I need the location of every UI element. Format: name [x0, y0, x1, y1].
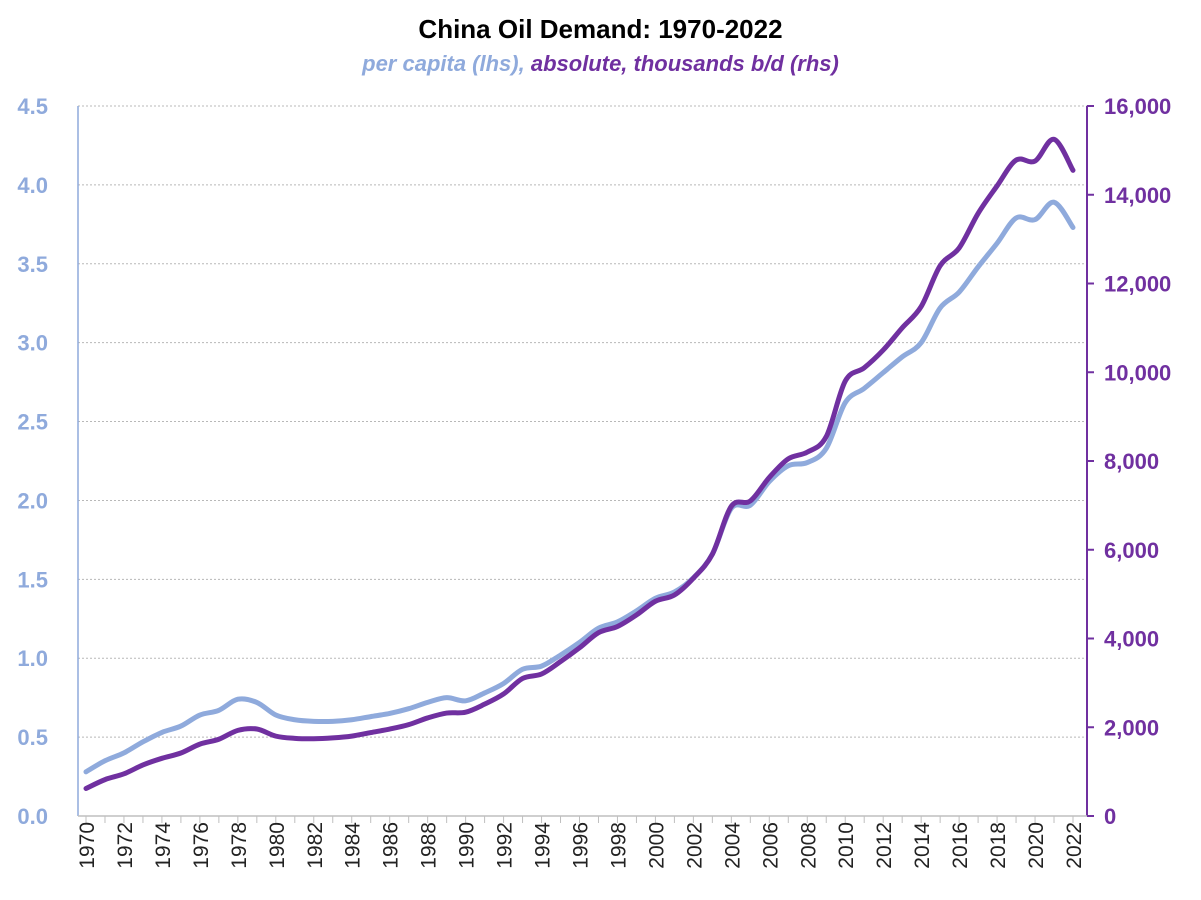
x-tick-label: 1996	[570, 822, 593, 869]
y-right-tick-label: 6,000	[1104, 538, 1159, 563]
x-tick-label: 1980	[266, 822, 289, 869]
x-tick-label: 2010	[835, 822, 858, 869]
x-tick-label: 1978	[228, 822, 251, 869]
x-tick-label: 1982	[304, 822, 327, 869]
subtitle-separator: ,	[518, 51, 531, 76]
subtitle-part-rhs: absolute, thousands b/d (rhs)	[530, 51, 839, 76]
x-tick-label: 1988	[418, 822, 441, 869]
y-right-tick-label: 8,000	[1104, 449, 1159, 474]
y-left-tick-label: 2.5	[17, 410, 48, 435]
y-left-tick-label: 3.0	[17, 331, 48, 356]
y-left-tick-label: 2.0	[17, 488, 48, 513]
x-tick-label: 1986	[380, 822, 403, 869]
chart-title: China Oil Demand: 1970-2022	[418, 14, 783, 44]
series-line-per-capita	[83, 199, 1076, 775]
x-tick-label: 2012	[873, 822, 896, 869]
y-right-tick-label: 14,000	[1104, 183, 1171, 208]
y-left-tick-label: 1.0	[17, 646, 48, 671]
x-tick-label: 2016	[949, 822, 972, 869]
y-left-tick-label: 4.0	[17, 173, 48, 198]
y-left-tick-label: 4.5	[17, 94, 48, 119]
y-right-tick-label: 10,000	[1104, 360, 1171, 385]
x-tick-label: 1998	[607, 822, 630, 869]
x-tick-label: 2008	[797, 822, 820, 869]
x-tick-label: 2022	[1063, 822, 1086, 869]
x-tick-label: 2018	[987, 822, 1010, 869]
x-tick-label: 2000	[645, 822, 668, 869]
y-left-tick-label: 0.0	[17, 804, 48, 829]
x-tick-label: 1974	[152, 822, 175, 869]
y-right-tick-label: 2,000	[1104, 715, 1159, 740]
y-right-tick-label: 0	[1104, 804, 1116, 829]
x-tick-label: 2006	[759, 822, 782, 869]
y-left-tick-label: 1.5	[17, 567, 48, 592]
y-right-tick-label: 12,000	[1104, 272, 1171, 297]
x-tick-label: 2020	[1025, 822, 1048, 869]
x-tick-label: 1990	[456, 822, 479, 869]
x-tick-label: 1976	[190, 822, 213, 869]
x-tick-label: 2004	[721, 822, 744, 869]
x-tick-label: 1970	[76, 822, 99, 869]
y-left-tick-label: 3.5	[17, 252, 48, 277]
x-tick-label: 1984	[342, 822, 365, 869]
x-tick-label: 2014	[911, 822, 934, 869]
subtitle-part-lhs: per capita (lhs)	[362, 51, 519, 76]
y-left-tick-label: 0.5	[17, 725, 48, 750]
chart-subtitle: per capita (lhs), absolute, thousands b/…	[0, 51, 1201, 77]
series-line-absolute	[83, 136, 1076, 791]
y-right-tick-label: 4,000	[1104, 627, 1159, 652]
y-right-tick-label: 16,000	[1104, 94, 1171, 119]
x-tick-label: 1992	[494, 822, 517, 869]
x-tick-label: 2002	[683, 822, 706, 869]
x-tick-label: 1972	[114, 822, 137, 869]
x-tick-label: 1994	[532, 822, 555, 869]
